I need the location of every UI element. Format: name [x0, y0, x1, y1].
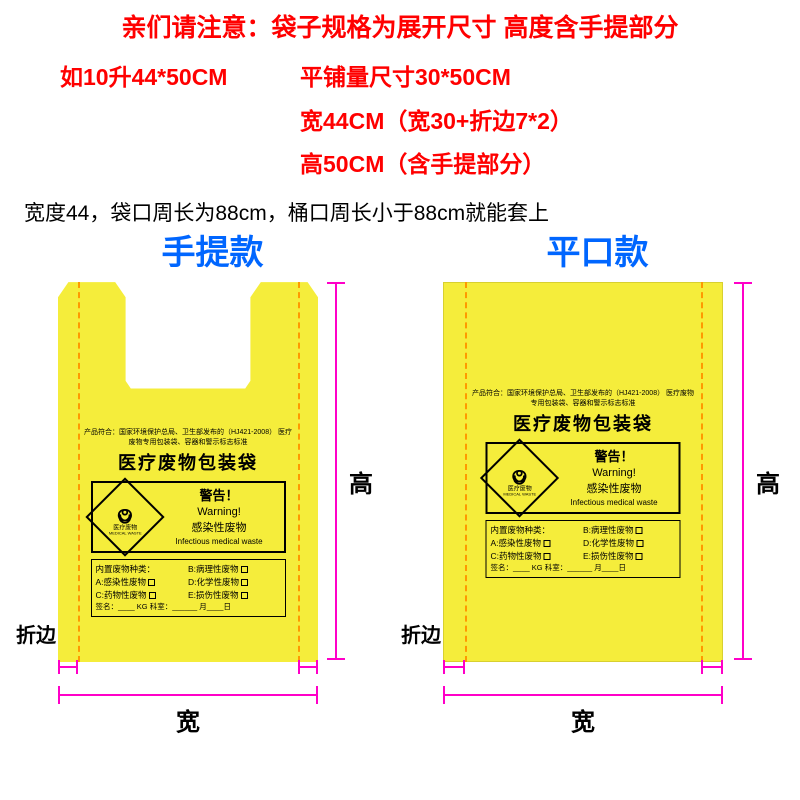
spec-flat-size: 平铺量尺寸30*50CM [300, 56, 511, 100]
biohazard-icon [111, 499, 137, 525]
fold-line-left [465, 282, 467, 662]
handle-title: 手提款 [30, 225, 395, 274]
header-notice: 亲们请注意：袋子规格为展开尺寸 高度含手提部分 [0, 0, 800, 48]
dim-height: 高 [730, 282, 760, 660]
fold-label: 折边 [16, 619, 56, 648]
fold-line-right [701, 282, 703, 662]
bag-print: 产品符合：国家环境保护总局、卫生部发布的（HJ421-2008） 医疗废物专用包… [83, 427, 293, 617]
dim-width: 宽 [443, 682, 723, 712]
biohazard-icon [506, 460, 532, 486]
product-handle: 手提款 产品符合：国家环境保护总局、卫生部发布的（HJ421-2008） 医疗废… [30, 225, 395, 718]
fold-line-left [78, 282, 80, 662]
spec-width: 宽44CM（宽30+折边7*2） [300, 100, 573, 144]
spec-block: 如10升44*50CM 平铺量尺寸30*50CM 宽44CM（宽30+折边7*2… [0, 48, 800, 187]
fit-note: 宽度44，袋口周长为88cm，桶口周长小于88cm就能套上 [0, 187, 800, 227]
handle-bag: 产品符合：国家环境保护总局、卫生部发布的（HJ421-2008） 医疗废物专用包… [58, 282, 318, 662]
compliance-text: 产品符合：国家环境保护总局、卫生部发布的（HJ421-2008） 医疗废物专用包… [83, 427, 293, 447]
warning-box: 医疗废物 MEDICAL WASTE 警告！ Warning! 感染性废物 In… [91, 481, 286, 553]
fold-line-right [298, 282, 300, 662]
products-row: 手提款 产品符合：国家环境保护总局、卫生部发布的（HJ421-2008） 医疗废… [0, 225, 800, 718]
fold-label: 折边 [401, 619, 441, 648]
dim-height: 高 [323, 282, 353, 660]
bag-title: 医疗废物包装袋 [83, 449, 293, 475]
flat-title: 平口款 [415, 225, 780, 274]
category-box: 内置废物种类：B:病理性废物 A:感染性废物D:化学性废物 C:药物性废物E:损… [91, 559, 286, 617]
flat-bag: 产品符合：国家环境保护总局、卫生部发布的（HJ421-2008） 医疗废物专用包… [443, 282, 723, 662]
product-flat: 平口款 产品符合：国家环境保护总局、卫生部发布的（HJ421-2008） 医疗废… [415, 225, 780, 718]
dim-width: 宽 [58, 682, 318, 712]
spec-example: 如10升44*50CM [60, 56, 300, 100]
spec-height: 高50CM（含手提部分） [300, 143, 545, 187]
bag-print: 产品符合：国家环境保护总局、卫生部发布的（HJ421-2008） 医疗废物专用包… [471, 388, 696, 578]
